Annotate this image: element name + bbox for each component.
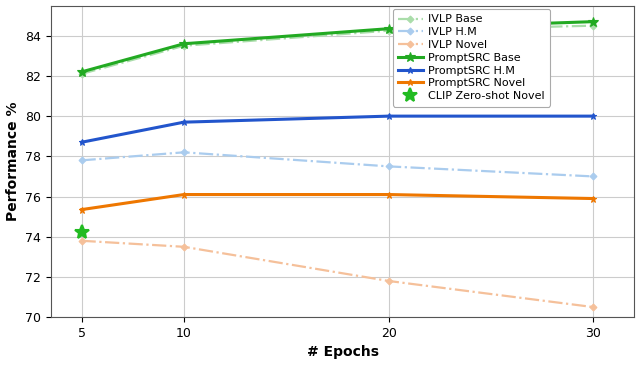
Line: IVLP Novel: IVLP Novel xyxy=(79,238,596,310)
PromptSRC Novel xyxy=(77,207,85,212)
Line: PromptSRC H.M: PromptSRC H.M xyxy=(78,113,597,146)
IVLP H.M xyxy=(180,150,188,154)
PromptSRC H.M xyxy=(180,120,188,124)
IVLP Novel xyxy=(180,245,188,249)
PromptSRC H.M xyxy=(77,140,85,145)
PromptSRC H.M xyxy=(385,114,392,118)
IVLP H.M xyxy=(77,158,85,162)
IVLP Base xyxy=(385,28,392,33)
Legend: IVLP Base, IVLP H.M, IVLP Novel, PromptSRC Base, PromptSRC H.M, PromptSRC Novel,: IVLP Base, IVLP H.M, IVLP Novel, PromptS… xyxy=(393,9,550,107)
PromptSRC H.M xyxy=(589,114,597,118)
IVLP Novel xyxy=(385,279,392,283)
IVLP Base xyxy=(589,23,597,28)
Y-axis label: Performance %: Performance % xyxy=(6,101,20,221)
PromptSRC Novel xyxy=(385,192,392,197)
Line: IVLP H.M: IVLP H.M xyxy=(79,150,596,179)
Line: PromptSRC Novel: PromptSRC Novel xyxy=(78,191,597,213)
PromptSRC Novel xyxy=(589,196,597,201)
Line: IVLP Base: IVLP Base xyxy=(79,23,596,76)
IVLP Base xyxy=(77,72,85,76)
PromptSRC Base xyxy=(589,19,597,24)
IVLP H.M xyxy=(589,174,597,178)
PromptSRC Base xyxy=(385,27,392,31)
Line: PromptSRC Base: PromptSRC Base xyxy=(77,17,598,77)
PromptSRC Base xyxy=(77,70,85,74)
PromptSRC Base xyxy=(180,42,188,46)
IVLP H.M xyxy=(385,164,392,169)
IVLP Base xyxy=(180,43,188,48)
X-axis label: # Epochs: # Epochs xyxy=(307,345,379,360)
IVLP Novel xyxy=(77,239,85,243)
IVLP Novel xyxy=(589,305,597,309)
PromptSRC Novel xyxy=(180,192,188,197)
